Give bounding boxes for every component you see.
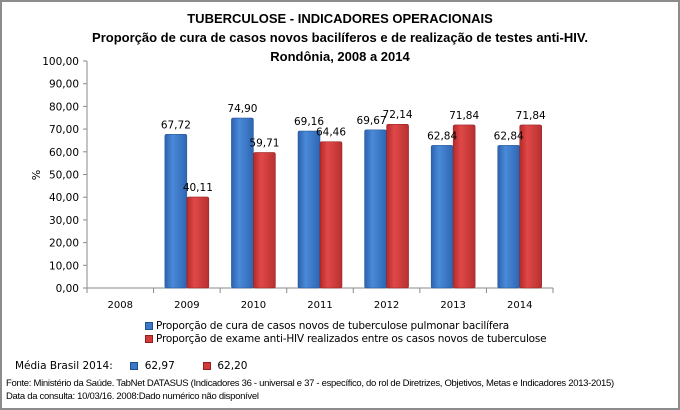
bar-hiv <box>386 123 409 289</box>
bar-hiv <box>452 124 476 289</box>
legend-swatch-red <box>145 335 153 343</box>
bar-cure <box>364 129 387 289</box>
y-tick-label: 10,00 <box>49 260 79 272</box>
y-tick-label: 50,00 <box>49 170 79 182</box>
bar-cure-label: 74,90 <box>227 103 257 115</box>
x-tick-label: 2012 <box>374 300 399 311</box>
bar-hiv-label: 72,14 <box>383 109 413 121</box>
legend-swatch-blue <box>145 322 153 330</box>
bar-cure-label: 67,72 <box>161 119 191 131</box>
media-brasil: Média Brasil 2014: 62,97 62,20 <box>15 360 247 372</box>
bar-cure-label: 62,84 <box>427 130 457 142</box>
media-swatch-blue <box>130 362 139 370</box>
bar-hiv-label: 40,11 <box>183 182 213 194</box>
x-tick-label: 2009 <box>174 300 199 311</box>
y-tick-label: 40,00 <box>49 192 79 204</box>
bar-cure-label: 69,16 <box>294 116 324 128</box>
y-tick-label: 100,00 <box>42 56 79 68</box>
footer-query-date: Data da consulta: 10/03/16. 2008:Dado nu… <box>6 391 259 402</box>
bar-cure <box>497 145 520 289</box>
y-tick-label: 0,00 <box>56 283 79 295</box>
y-tick-label: 80,00 <box>49 101 79 113</box>
media-brasil-label: Média Brasil 2014: <box>15 360 113 372</box>
bar-hiv-label: 71,84 <box>516 110 546 122</box>
bar-cure <box>164 134 188 289</box>
bar-hiv <box>186 196 210 289</box>
bar-hiv-label: 64,46 <box>316 127 346 139</box>
media-brasil-value-hiv: 62,20 <box>217 360 248 372</box>
y-tick-label: 90,00 <box>49 79 79 91</box>
y-axis-label: % <box>30 170 43 180</box>
legend-item-cure: Proporção de cura de casos novos de tube… <box>145 320 509 332</box>
y-tick-label: 70,00 <box>49 124 79 136</box>
x-tick-label: 2013 <box>440 300 465 311</box>
bar-hiv <box>519 124 542 289</box>
bar-cure-label: 62,84 <box>494 130 524 142</box>
bar-cure-label: 69,67 <box>357 115 387 127</box>
bar-cure <box>297 130 321 289</box>
chart-subtitle: Proporção de cura de casos novos bacilíf… <box>92 30 588 45</box>
bar-hiv-label: 71,84 <box>449 110 479 122</box>
bar-chart: 0,00 10,00 20,00 30,00 40,00 50,00 60,00 70,00 8… <box>30 56 554 311</box>
footer-source: Fonte: Ministério da Saúde. TabNet DATAS… <box>6 378 614 389</box>
y-tick-label: 20,00 <box>49 238 79 250</box>
x-tick-label: 2008 <box>108 300 133 311</box>
bar-cure <box>430 145 454 289</box>
media-brasil-value-cure: 62,97 <box>144 360 175 372</box>
x-tick-label: 2010 <box>241 300 266 311</box>
chart-title: TUBERCULOSE - INDICADORES OPERACIONAIS <box>187 11 493 26</box>
legend-label-hiv: Proporção de exame anti-HIV realizados e… <box>156 333 547 345</box>
x-tick-label: 2011 <box>307 300 332 311</box>
legend-item-hiv: Proporção de exame anti-HIV realizados e… <box>145 333 547 345</box>
y-tick-label: 60,00 <box>49 147 79 159</box>
legend-label-cure: Proporção de cura de casos novos de tube… <box>156 320 509 332</box>
chart-subtitle-2: Rondônia, 2008 a 2014 <box>270 49 410 64</box>
y-tick-label: 30,00 <box>49 215 79 227</box>
bar-hiv-label: 59,71 <box>249 137 279 149</box>
media-swatch-red <box>203 362 212 370</box>
x-tick-label: 2014 <box>507 300 532 311</box>
bar-hiv <box>319 141 343 289</box>
bar-hiv <box>253 152 276 289</box>
